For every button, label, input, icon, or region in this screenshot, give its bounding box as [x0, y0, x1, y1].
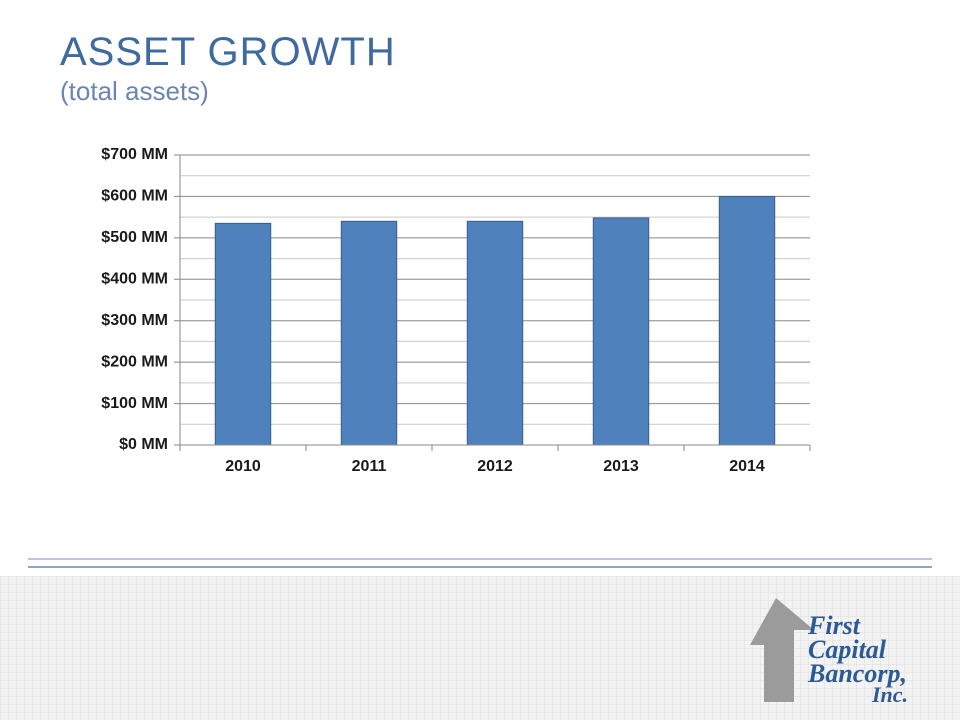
title-block: ASSET GROWTH (total assets) [60, 30, 396, 107]
x-tick-label: 2011 [352, 458, 387, 475]
logo-wordmark: First Capital Bancorp, Inc. [807, 611, 908, 707]
x-tick-label: 2012 [477, 458, 513, 475]
page-title: ASSET GROWTH [60, 30, 396, 74]
bar [215, 223, 270, 445]
company-logo: First Capital Bancorp, Inc. [724, 590, 934, 710]
y-tick-label: $200 MM [101, 353, 168, 370]
footer-rule-top [28, 558, 932, 560]
logo-svg: First Capital Bancorp, Inc. [724, 590, 934, 710]
logo-line4: Inc. [871, 682, 908, 707]
page-subtitle: (total assets) [60, 76, 396, 107]
y-tick-label: $400 MM [101, 271, 168, 288]
bar-chart-svg: $0 MM $100 MM $200 MM $300 MM $400 MM $500 MM… [60, 145, 820, 490]
bar [593, 218, 648, 445]
y-tick-label: $100 MM [101, 395, 168, 412]
bar [341, 221, 396, 445]
y-tick-label: $0 MM [119, 436, 168, 453]
x-tick-label: 2013 [603, 458, 639, 475]
asset-growth-chart: $0 MM $100 MM $200 MM $300 MM $400 MM $500 MM… [60, 145, 820, 490]
logo-arrow-icon [750, 598, 814, 702]
slide-footer: First Capital Bancorp, Inc. [0, 550, 960, 720]
y-tick-label: $500 MM [101, 229, 168, 246]
bar [719, 196, 774, 445]
y-tick-label: $300 MM [101, 312, 168, 329]
bar [467, 221, 522, 445]
y-tick-label: $600 MM [101, 188, 168, 205]
x-tick-label: 2010 [225, 458, 261, 475]
y-tick-label: $700 MM [101, 146, 168, 163]
x-tick-label: 2014 [729, 458, 765, 475]
slide: ASSET GROWTH (total assets) $0 MM $100 MM… [0, 0, 960, 720]
footer-rule-bottom [28, 566, 932, 568]
